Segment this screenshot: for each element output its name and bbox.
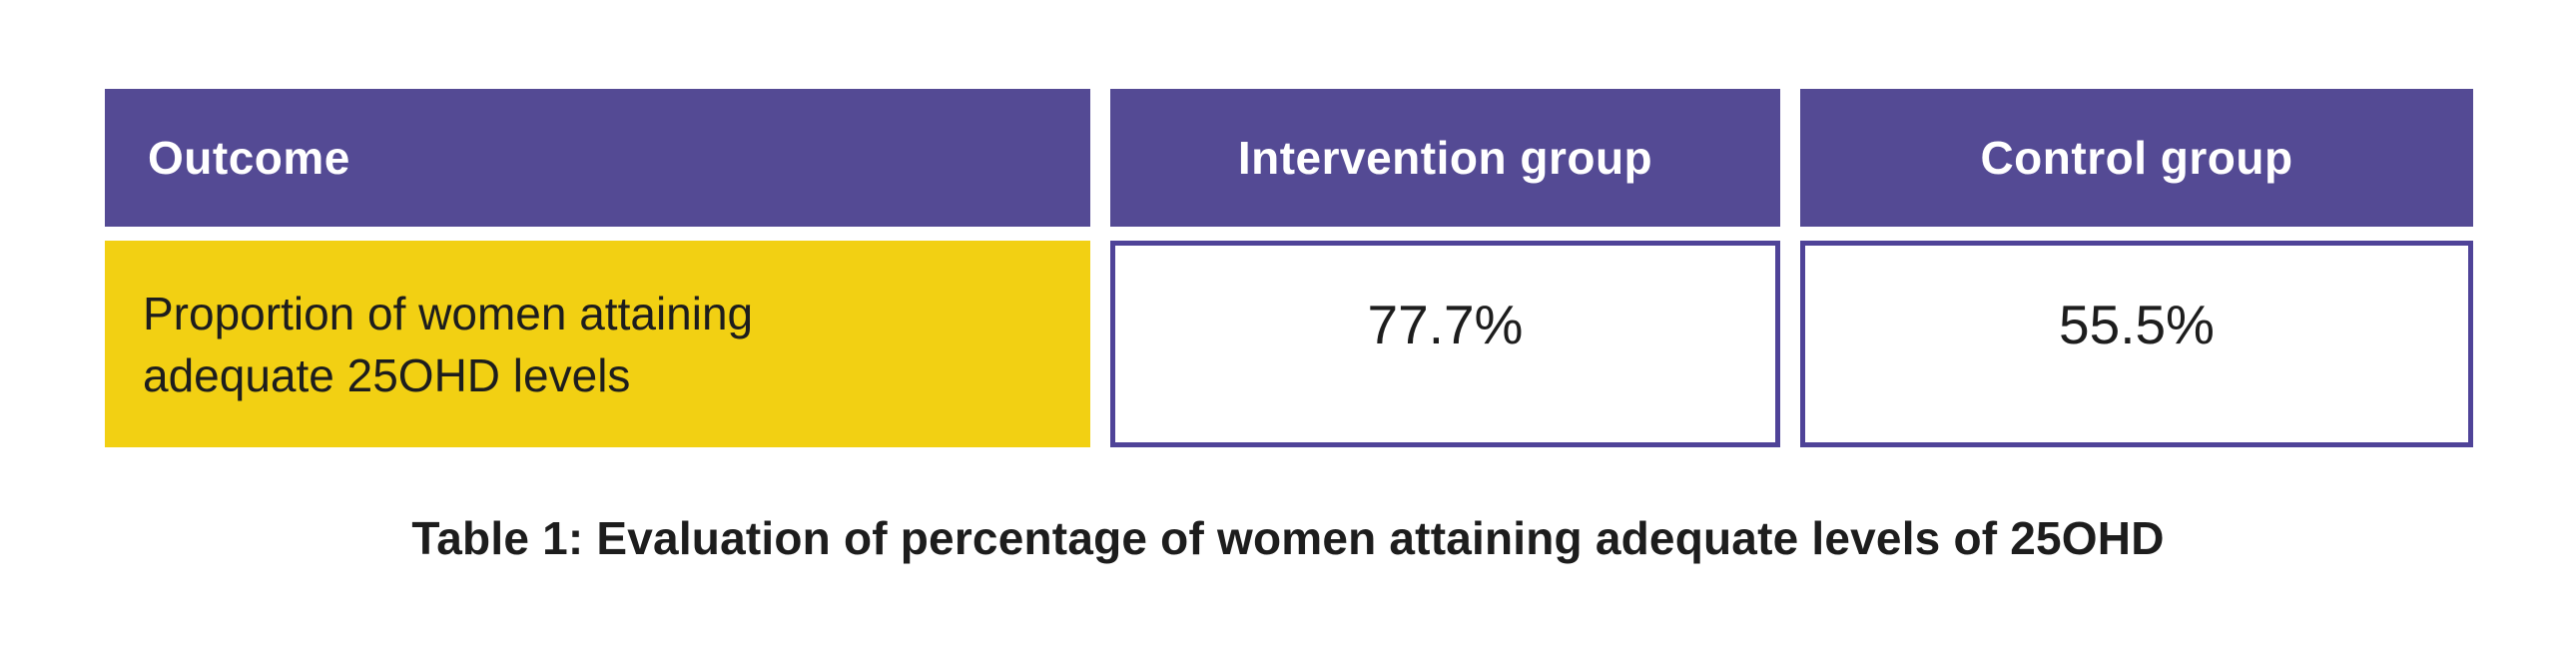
outcome-label-cell: Proportion of women attaining adequate 2… — [105, 241, 1090, 447]
header-cell-outcome: Outcome — [105, 89, 1090, 227]
intervention-value-cell: 77.7% — [1110, 241, 1780, 447]
table-caption: Table 1: Evaluation of percentage of wom… — [411, 512, 2165, 564]
header-cell-control-group: Control group — [1800, 89, 2473, 227]
header-cell-intervention-group: Intervention group — [1110, 89, 1780, 227]
control-value-cell: 55.5% — [1800, 241, 2473, 447]
results-table: Outcome Intervention group Control group… — [105, 89, 2473, 447]
